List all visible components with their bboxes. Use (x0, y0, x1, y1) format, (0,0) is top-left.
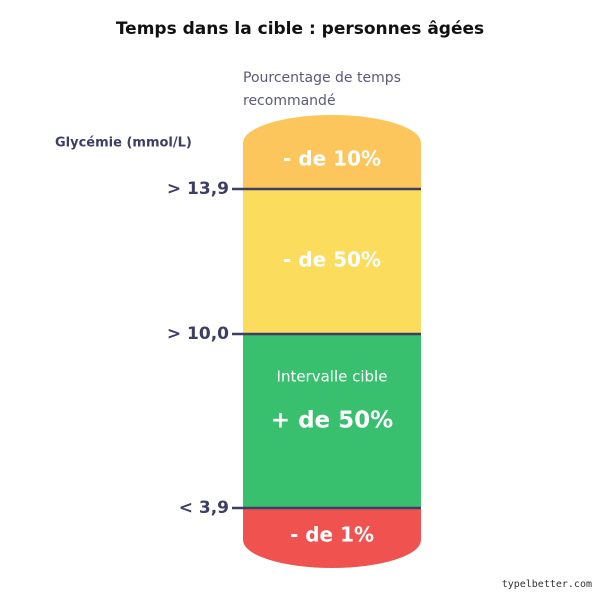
subtitle: recommandé (243, 93, 336, 109)
watermark: typelbetter.com (502, 579, 592, 590)
title: Temps dans la cible : personnes âgées (116, 19, 484, 39)
threshold-label: < 3,9 (179, 498, 229, 518)
segment-target (243, 334, 421, 508)
subtitle: Pourcentage de temps (243, 70, 401, 86)
axis-label: Glycémie (mmol/L) (55, 136, 192, 151)
segment-elevated (243, 189, 421, 334)
segment-label: - de 1% (290, 523, 374, 547)
segment-label: + de 50% (271, 408, 393, 434)
segment-label: - de 10% (283, 147, 381, 171)
segment-caption: Intervalle cible (277, 368, 388, 386)
segment-high (243, 115, 421, 189)
threshold-label: > 13,9 (167, 179, 229, 199)
segment-low (243, 508, 421, 568)
segment-label: - de 50% (283, 248, 381, 272)
threshold-label: > 10,0 (167, 324, 229, 344)
